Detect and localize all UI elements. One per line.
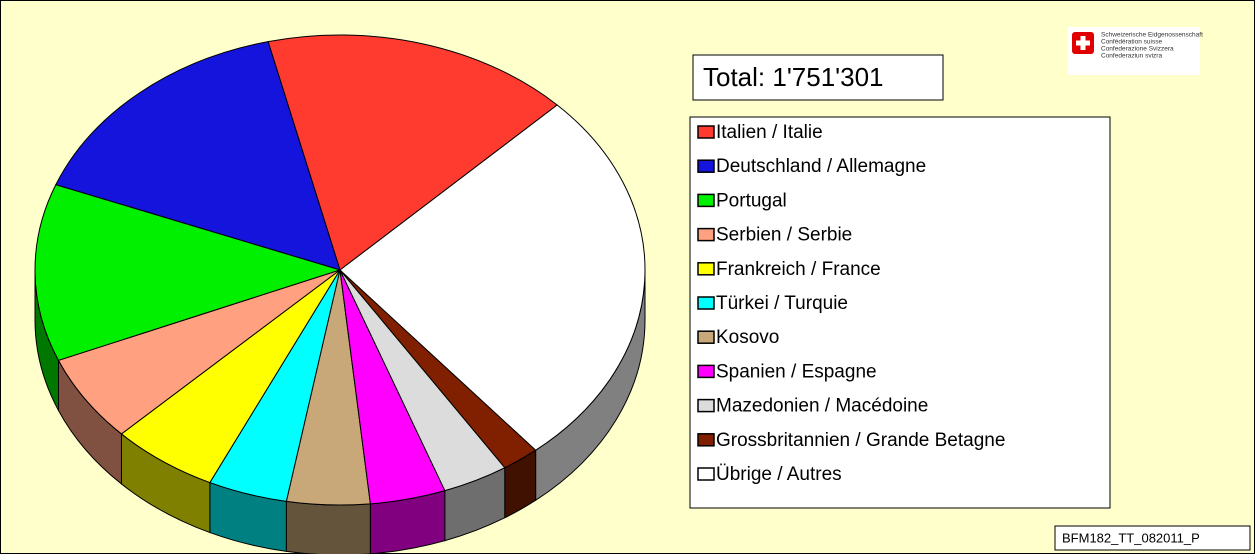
legend-label: Frankreich / France	[716, 259, 881, 280]
legend-swatch	[697, 227, 715, 242]
total-box	[692, 54, 944, 101]
logo-text: Schweizerische EidgenossenschaftConfédér…	[1101, 32, 1203, 60]
legend-box	[689, 116, 1111, 509]
legend-swatch	[697, 364, 715, 379]
footnote: BFM182_TT_082011_P	[1062, 530, 1200, 545]
legend-label: Italien / Italie	[716, 122, 823, 143]
slice	[267, 34, 558, 271]
logo-line: Confederaziun svizra	[1101, 53, 1162, 60]
legend-swatch	[697, 125, 715, 139]
legend-swatch	[697, 296, 715, 310]
logo-cross	[1076, 40, 1090, 46]
footnote-box	[1054, 525, 1251, 551]
legend-swatch	[697, 433, 715, 447]
slice	[339, 104, 646, 451]
legend-swatch	[697, 159, 715, 173]
total-label: Total: 1'751'301	[703, 62, 884, 92]
slice	[55, 41, 341, 271]
legend-swatch	[697, 262, 715, 276]
logo-line: Confederazione Svizzera	[1101, 46, 1174, 53]
legend-label: Deutschland / Allemagne	[716, 156, 926, 177]
slice-side	[285, 500, 371, 556]
legend-label: Portugal	[716, 190, 787, 211]
slice	[34, 184, 342, 362]
pie	[34, 34, 646, 556]
legend-label: Grossbritannien / Grande Betagne	[716, 430, 1005, 451]
logo-line: Confédération suisse	[1101, 39, 1162, 46]
legend-label: Spanien / Espagne	[716, 361, 877, 382]
legend: Italien / Italie Deutschland / Allemagne P…	[697, 122, 1005, 485]
legend-label: Türkei / Turquie	[716, 293, 848, 314]
legend-swatch	[697, 467, 715, 481]
legend-label: Übrige / Autres	[716, 464, 842, 485]
legend-swatch	[697, 398, 715, 413]
legend-label: Serbien / Serbie	[716, 225, 852, 246]
logo-line: Schweizerische Eidgenossenschaft	[1101, 32, 1203, 39]
legend-swatch	[697, 193, 715, 208]
legend-swatch	[697, 330, 715, 344]
legend-label: Kosovo	[716, 327, 779, 348]
legend-label: Mazedonien / Macédoine	[716, 396, 928, 417]
